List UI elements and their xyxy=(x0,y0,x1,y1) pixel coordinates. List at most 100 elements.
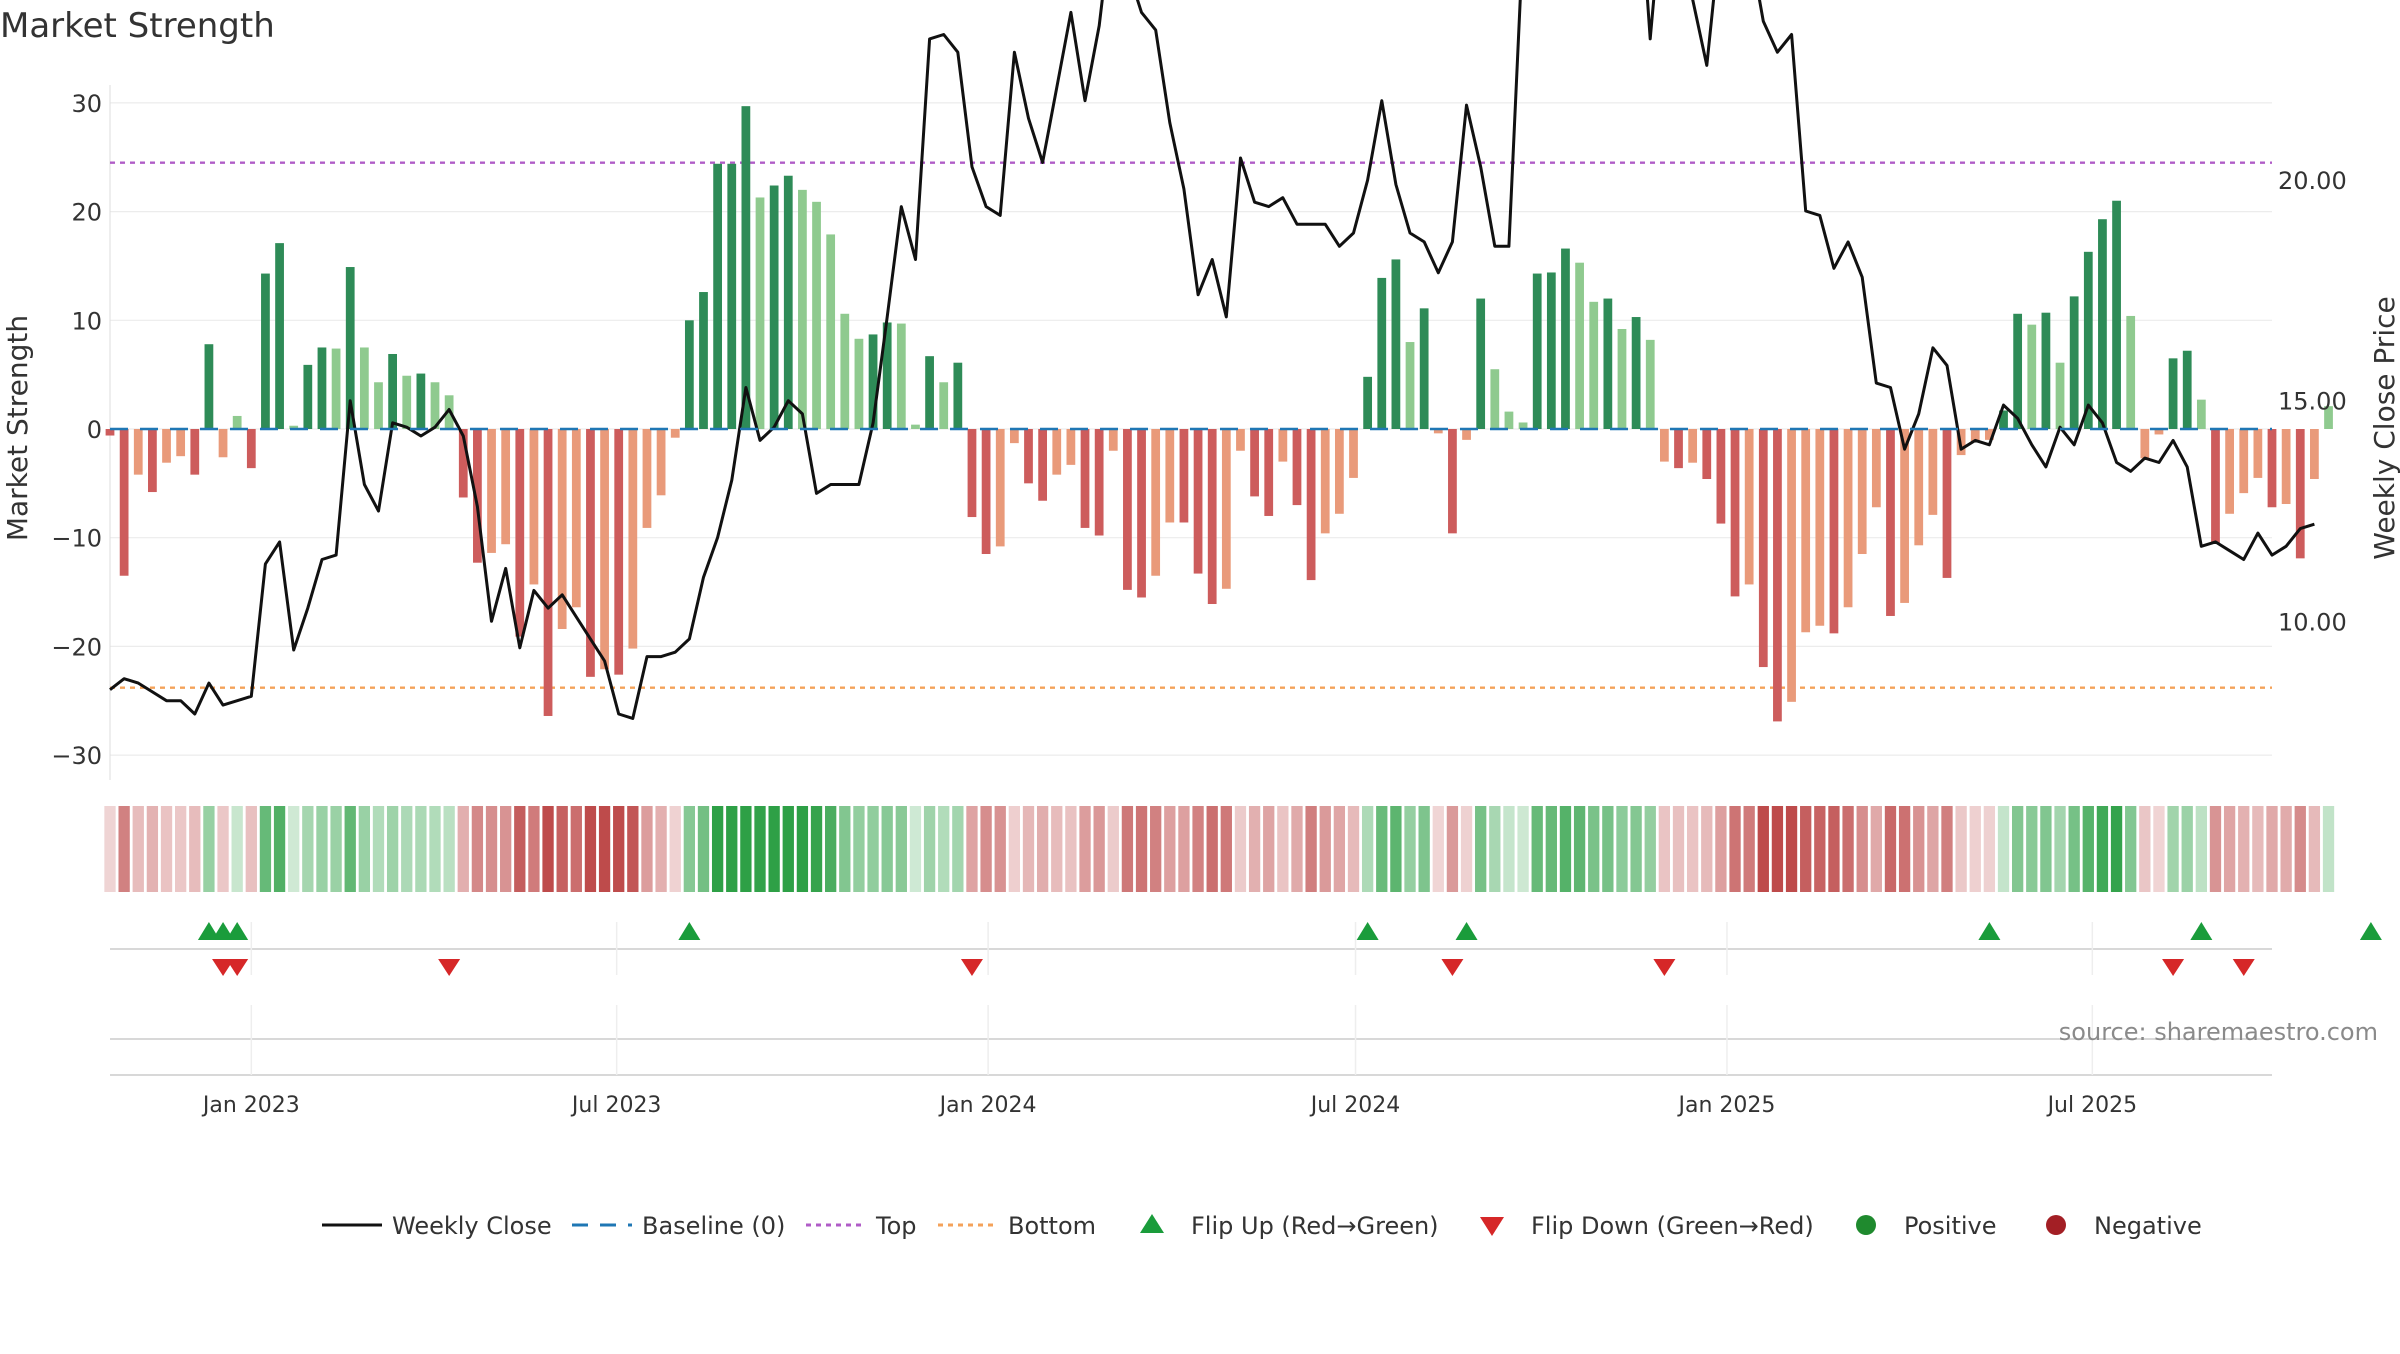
strip-cell xyxy=(740,806,752,892)
x-tick-label: Jul 2024 xyxy=(1309,1093,1401,1118)
strength-bar xyxy=(2055,362,2065,429)
strip-cell xyxy=(2054,806,2066,892)
strength-bar xyxy=(2168,358,2178,429)
strip-cell xyxy=(711,806,724,892)
strength-bar xyxy=(1334,429,1344,514)
strip-cell xyxy=(2308,806,2321,892)
strength-bar xyxy=(1236,429,1245,451)
reference-lines xyxy=(110,161,2272,689)
strip-cell xyxy=(2040,806,2052,892)
strength-bar xyxy=(600,429,609,670)
strip-cell xyxy=(1418,806,1430,892)
strip-cell xyxy=(2195,806,2207,892)
strip-cell xyxy=(1192,806,1204,892)
strength-bar xyxy=(1829,429,1839,634)
y-tick-label-left: 30 xyxy=(71,90,102,118)
strip-cell xyxy=(1079,806,1091,892)
strength-bar xyxy=(1405,342,1415,429)
strip-cell xyxy=(1164,806,1176,892)
strength-bar xyxy=(1207,429,1217,605)
strip-cell xyxy=(2139,806,2151,892)
strip-cell xyxy=(1658,806,1671,892)
strength-bar xyxy=(1758,429,1768,668)
legend-swatch xyxy=(1140,1214,1164,1233)
strength-bar xyxy=(1730,429,1740,597)
strength-bar xyxy=(204,344,214,429)
strip-cell xyxy=(1263,806,1275,892)
strength-bar xyxy=(1773,429,1782,722)
strip-cell xyxy=(372,806,385,892)
strip-cell xyxy=(1941,806,1953,892)
strength-bar xyxy=(1603,298,1613,429)
strength-bar xyxy=(1688,429,1698,463)
strength-bar xyxy=(1221,429,1231,589)
strip-cell xyxy=(768,806,780,892)
strip-cell xyxy=(796,806,809,892)
strength-bar xyxy=(275,243,284,429)
strip-cell xyxy=(1729,806,1741,892)
strip-cell xyxy=(259,806,272,892)
strength-bar xyxy=(1801,429,1811,633)
strip-cell xyxy=(358,806,371,892)
strip-cell xyxy=(2068,806,2080,892)
source-text: source: sharemaestro.com xyxy=(2059,1018,2378,1046)
strength-bar xyxy=(1490,369,1500,429)
strength-bar xyxy=(1278,429,1288,462)
strength-bar xyxy=(2267,429,2277,508)
strip-cell xyxy=(146,806,159,892)
strength-bar xyxy=(557,429,567,630)
strip-cell xyxy=(2238,806,2250,892)
strip-cell xyxy=(1955,806,1967,892)
strength-bar xyxy=(1264,429,1274,516)
strip-cell xyxy=(1022,806,1035,892)
strip-cell xyxy=(1785,806,1798,892)
strip-cell xyxy=(1248,806,1261,892)
strip-cell xyxy=(754,806,766,892)
strip-cell xyxy=(160,806,173,892)
strength-bar xyxy=(571,429,581,608)
strip-cell xyxy=(330,806,342,892)
strength-bar xyxy=(1843,429,1853,608)
strip-cell xyxy=(1291,806,1303,892)
strength-bar xyxy=(628,429,638,649)
flip-up-marker xyxy=(1455,922,1478,940)
strength-bar xyxy=(501,429,511,545)
x-axis: Jan 2023 Jul 2023 Jan 2024 Jul 2024 Jan 2025… xyxy=(110,922,2272,1118)
strength-bar xyxy=(261,273,270,429)
strength-bar xyxy=(1504,411,1514,429)
strength-bar xyxy=(1716,429,1726,524)
strength-bar xyxy=(1448,429,1457,534)
strength-bar xyxy=(218,429,228,458)
y-tick-label-left: −20 xyxy=(51,633,102,661)
strength-bar xyxy=(854,338,864,429)
strip-cell xyxy=(994,806,1006,892)
strength-bar xyxy=(1419,308,1429,429)
strip-cell xyxy=(104,806,116,892)
y-tick-label-left: −10 xyxy=(51,525,102,553)
strength-bar xyxy=(1151,429,1161,576)
strength-bar xyxy=(2281,429,2291,505)
strip-cell xyxy=(1588,806,1600,892)
strength-bar xyxy=(656,429,666,496)
strip-cell xyxy=(1093,806,1105,892)
strip-cell xyxy=(231,806,243,892)
strength-bar xyxy=(1787,429,1796,702)
strip-cell xyxy=(386,806,399,892)
strip-cell xyxy=(528,806,540,892)
strength-bar xyxy=(374,382,383,429)
strength-bar xyxy=(1999,410,2008,429)
legend-label: Positive xyxy=(1904,1212,1997,1240)
strip-cell xyxy=(217,806,229,892)
strength-bar xyxy=(614,429,624,675)
strength-bar xyxy=(1532,273,1542,429)
strip-cell xyxy=(1686,806,1699,892)
strength-bar xyxy=(684,320,694,429)
strength-bar xyxy=(1038,429,1048,501)
flip-down-marker xyxy=(212,959,235,976)
strength-bar xyxy=(1094,429,1104,536)
flip-down-marker xyxy=(2232,959,2255,976)
strip-cell xyxy=(2110,806,2123,892)
y-tick-label-right: 10.00 xyxy=(2278,608,2347,636)
strength-bar xyxy=(289,425,299,429)
strength-bar xyxy=(1433,429,1443,434)
